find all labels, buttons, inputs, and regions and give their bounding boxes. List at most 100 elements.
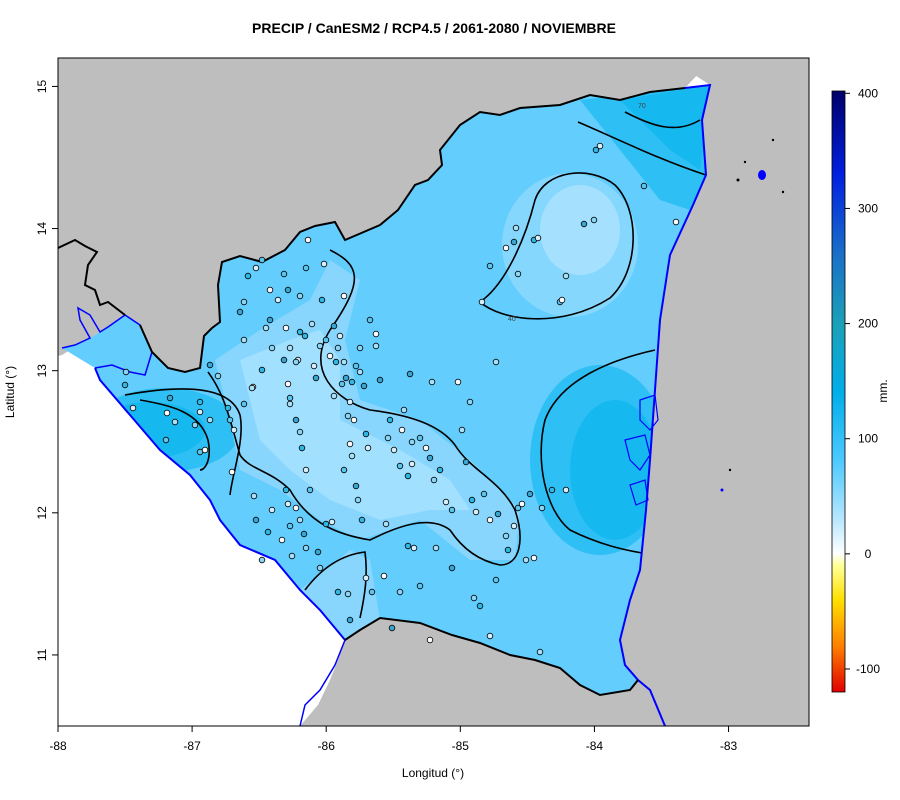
station-marker — [292, 416, 300, 424]
station-marker — [296, 428, 304, 436]
contour-east-oval — [540, 349, 656, 554]
station-marker — [502, 532, 510, 540]
station-marker — [266, 316, 274, 324]
costa-rica-border — [344, 616, 639, 697]
station-marker — [522, 556, 530, 564]
station-marker — [334, 588, 342, 596]
contour-pacific-inner — [139, 399, 210, 471]
station-marker — [344, 590, 352, 598]
station-marker — [284, 500, 292, 508]
station-marker — [372, 342, 380, 350]
station-marker — [458, 426, 466, 434]
station-marker — [410, 544, 418, 552]
station-marker — [486, 516, 494, 524]
station-marker — [536, 648, 544, 656]
pacific-coastline — [94, 367, 346, 641]
station-marker — [252, 264, 260, 272]
station-marker — [398, 426, 406, 434]
station-marker — [362, 574, 370, 582]
station-marker — [408, 460, 416, 468]
station-marker — [534, 234, 542, 242]
station-marker — [408, 438, 416, 446]
station-marker — [416, 434, 424, 442]
station-marker — [240, 298, 248, 306]
station-marker — [298, 444, 306, 452]
station-marker — [284, 286, 292, 294]
station-marker — [262, 324, 270, 332]
station-marker — [494, 510, 502, 518]
colorbar-tick-label: 400 — [858, 86, 878, 100]
station-marker — [320, 260, 328, 268]
station-marker — [166, 394, 174, 402]
station-marker — [286, 522, 294, 530]
station-marker — [304, 236, 312, 244]
y-tick-label: 13 — [35, 364, 49, 378]
station-marker — [228, 468, 236, 476]
station-marker — [396, 588, 404, 596]
honduras-border — [58, 87, 686, 374]
station-marker — [302, 264, 310, 272]
station-marker — [512, 224, 520, 232]
station-marker — [282, 486, 290, 494]
station-marker — [226, 416, 234, 424]
station-marker — [340, 466, 348, 474]
station-marker — [230, 426, 238, 434]
station-marker — [356, 344, 364, 352]
station-marker — [486, 632, 494, 640]
station-marker — [266, 286, 274, 294]
station-marker — [366, 316, 374, 324]
station-marker — [302, 466, 310, 474]
station-marker — [206, 361, 214, 369]
colorbar-unit: mm. — [876, 379, 890, 403]
station-marker — [258, 556, 266, 564]
station-marker — [422, 444, 430, 452]
station-marker — [306, 486, 314, 494]
y-tick-label: 15 — [35, 79, 49, 93]
colorbar-tick-label: 300 — [858, 201, 878, 215]
station-marker — [580, 220, 588, 228]
station-marker — [346, 398, 354, 406]
station-marker — [300, 530, 308, 538]
station-marker — [502, 244, 510, 252]
station-marker — [282, 324, 290, 332]
station-marker — [296, 516, 304, 524]
station-marker — [352, 362, 360, 370]
station-marker — [596, 142, 604, 150]
station-marker — [372, 330, 380, 338]
station-marker — [448, 564, 456, 572]
x-tick-label: -88 — [49, 739, 67, 753]
station-marker — [129, 404, 137, 412]
station-marker — [236, 308, 244, 316]
station-marker — [330, 392, 338, 400]
station-marker — [191, 421, 199, 429]
contour-label-40: 40 — [508, 316, 516, 323]
colorbar-ticks: 400 300 200 100 0 -100 — [845, 86, 880, 676]
station-marker — [362, 430, 370, 438]
costa-rica-coast — [299, 639, 346, 726]
station-marker — [426, 636, 434, 644]
station-marker — [514, 504, 522, 512]
x-axis-label: Longitud (°) — [401, 766, 465, 780]
station-marker — [390, 446, 398, 454]
station-marker — [396, 462, 404, 470]
y-tick-label: 14 — [35, 222, 49, 236]
station-marker — [224, 404, 232, 412]
station-marker — [314, 548, 322, 556]
station-marker — [466, 398, 474, 406]
station-marker — [342, 374, 350, 382]
station-marker — [404, 472, 412, 480]
station-marker — [416, 582, 424, 590]
station-marker — [468, 496, 476, 504]
colorbar — [831, 90, 846, 693]
station-marker — [350, 416, 358, 424]
station-marker — [354, 496, 362, 504]
station-marker — [336, 332, 344, 340]
station-marker — [308, 320, 316, 328]
station-marker — [352, 482, 360, 490]
x-axis: -88 -87 -86 -85 -84 -83 — [49, 726, 738, 753]
station-marker — [510, 238, 518, 246]
station-marker — [258, 256, 266, 264]
station-marker — [364, 444, 372, 452]
station-marker — [348, 378, 356, 386]
contour-ne-oval — [478, 172, 634, 320]
